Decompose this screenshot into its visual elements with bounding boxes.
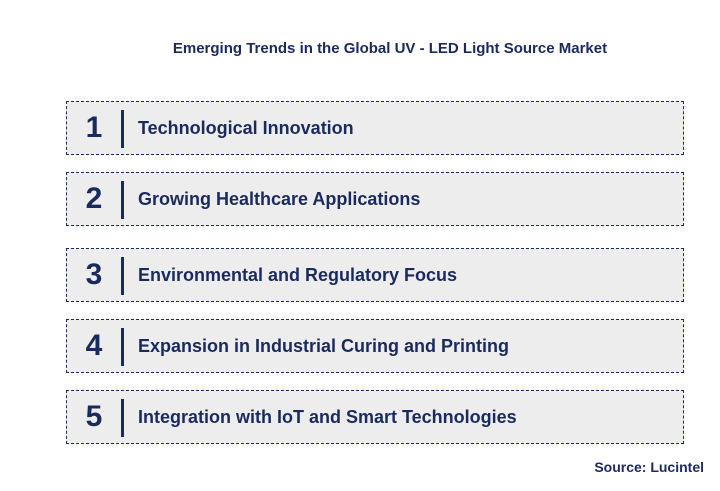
trend-box: 5 Integration with IoT and Smart Technolo… bbox=[66, 390, 684, 444]
divider bbox=[121, 257, 124, 295]
divider bbox=[121, 328, 124, 366]
trend-box: 4 Expansion in Industrial Curing and Prin… bbox=[66, 319, 684, 373]
trend-box: 2 Growing Healthcare Applications bbox=[66, 172, 684, 226]
source: Source: Lucintel bbox=[594, 459, 704, 475]
title: Emerging Trends in the Global UV - LED L… bbox=[172, 40, 608, 57]
divider bbox=[121, 399, 124, 437]
trend-number: 5 bbox=[85, 400, 103, 433]
trend-label: Integration with IoT and Smart Technolog… bbox=[138, 406, 517, 427]
trend-box: 3 Environmental and Regulatory Focus bbox=[66, 248, 684, 302]
trend-number: 2 bbox=[85, 182, 103, 215]
trend-number: 1 bbox=[85, 111, 103, 144]
divider bbox=[121, 181, 124, 219]
trend-label: Growing Healthcare Applications bbox=[138, 188, 421, 209]
divider bbox=[121, 110, 124, 148]
trend-label: Environmental and Regulatory Focus bbox=[138, 264, 458, 285]
trend-number: 3 bbox=[85, 258, 103, 291]
trend-number: 4 bbox=[85, 329, 103, 362]
trend-box: 1 Technological Innovation bbox=[66, 101, 684, 155]
trend-label: Technological Innovation bbox=[138, 117, 354, 138]
trend-label: Expansion in Industrial Curing and Print… bbox=[138, 335, 510, 356]
